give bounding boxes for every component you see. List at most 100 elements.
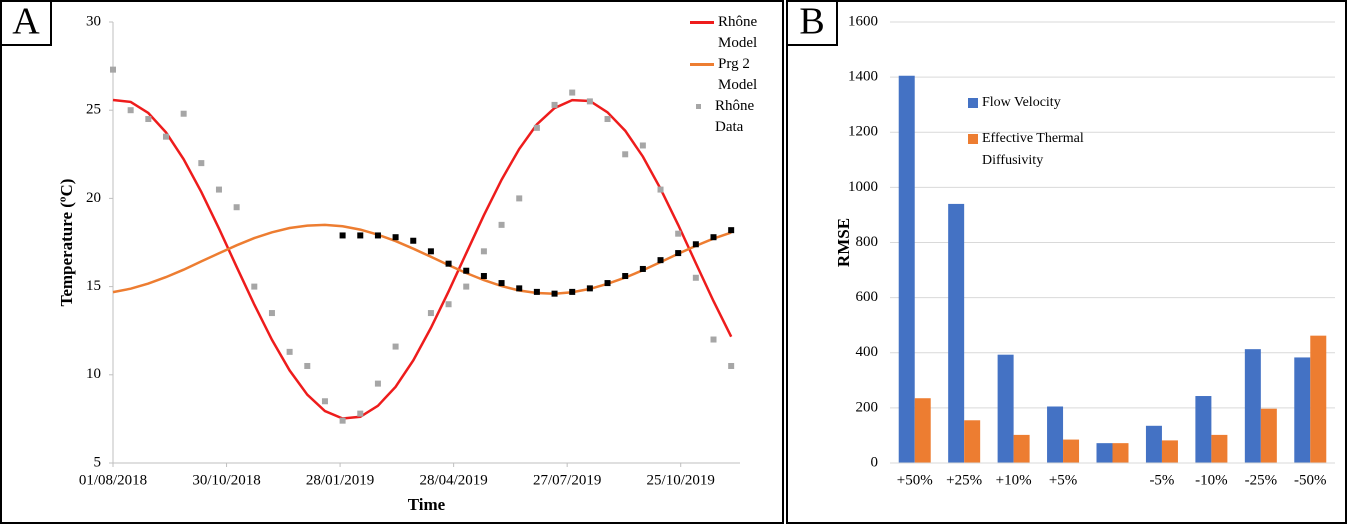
bar (1145, 425, 1162, 463)
data-point (533, 288, 540, 295)
legend-label: Effective Thermal Diffusivity (982, 131, 1084, 168)
legend-swatch (690, 21, 714, 24)
y-axis-label: Temperature (ºC) (57, 179, 76, 307)
data-point (639, 142, 646, 149)
data-point (410, 237, 417, 244)
y-tick-label: 1000 (848, 179, 878, 195)
data-point (357, 232, 364, 239)
y-tick-label: 20 (86, 190, 101, 206)
data-point (180, 110, 187, 117)
x-tick-label: 27/07/2019 (533, 472, 601, 488)
data-point (215, 186, 222, 193)
panel-frame (786, 0, 1347, 524)
series-line (112, 223, 732, 295)
data-point (374, 380, 381, 387)
bar (964, 420, 981, 463)
bar (1260, 408, 1277, 463)
series-line (112, 98, 733, 420)
bar (1112, 443, 1129, 463)
data-point (251, 283, 258, 290)
bar (1161, 440, 1178, 463)
legend-label: Rhône Data (715, 98, 755, 135)
panel-label-box (786, 0, 838, 46)
bar (948, 203, 965, 463)
data-point (357, 410, 364, 417)
x-tick-label: +5% (1049, 472, 1077, 488)
panel-label: A (12, 1, 40, 43)
y-axis-label: RMSE (834, 218, 853, 267)
y-tick-label: 400 (856, 344, 879, 360)
data-point (551, 290, 558, 297)
x-tick-label: -50% (1294, 472, 1327, 488)
y-tick-label: 600 (856, 289, 879, 305)
x-tick-label: 30/10/2018 (192, 472, 260, 488)
data-point (463, 267, 470, 274)
y-tick-label: 30 (86, 13, 101, 29)
y-tick-label: 1600 (848, 13, 878, 29)
y-tick-label: 1400 (848, 69, 878, 85)
y-tick-label: 15 (86, 278, 101, 294)
data-point (304, 362, 311, 369)
bar (1310, 335, 1327, 463)
data-point (480, 248, 487, 255)
data-point (198, 160, 205, 167)
data-point (286, 348, 293, 355)
legend-swatch (690, 63, 714, 66)
data-point (374, 232, 381, 239)
data-point (445, 301, 452, 308)
data-point (692, 241, 699, 248)
y-tick-label: 200 (856, 399, 879, 415)
data-point (586, 98, 593, 105)
bar (914, 398, 931, 463)
data-point (516, 285, 523, 292)
data-point (675, 230, 682, 237)
legend: Flow Velocity Effective Thermal Diffusivi… (968, 92, 1122, 186)
y-tick-label: 25 (86, 102, 101, 118)
data-point (569, 288, 576, 295)
data-point (427, 310, 434, 317)
bar (1294, 357, 1311, 463)
panel-frame (0, 0, 784, 524)
data-point (622, 151, 629, 158)
legend-swatch (696, 104, 701, 109)
y-tick-label: 5 (94, 454, 102, 470)
x-axis-label: Time (408, 495, 446, 514)
y-tick-label: 10 (86, 366, 101, 382)
y-tick-label: 0 (871, 454, 879, 470)
legend: Rhône Model Prg 2 Model Rhône Data (690, 12, 770, 138)
x-tick-label: 28/01/2019 (306, 472, 374, 488)
data-point (639, 265, 646, 272)
data-point (162, 133, 169, 140)
bar (1096, 443, 1113, 463)
data-point (569, 89, 576, 96)
data-point (728, 227, 735, 234)
legend-label: Flow Velocity (982, 95, 1061, 110)
data-point (728, 362, 735, 369)
legend-item: Rhône Data (690, 96, 770, 138)
legend-item: Effective Thermal Diffusivity (968, 128, 1122, 172)
data-point (498, 221, 505, 228)
data-point (127, 107, 134, 114)
data-point (145, 116, 152, 123)
x-tick-label: 25/10/2019 (647, 472, 715, 488)
x-tick-label: +10% (996, 472, 1032, 488)
panel-label: B (799, 1, 824, 43)
x-tick-label: -25% (1245, 472, 1278, 488)
x-tick-label: +25% (946, 472, 982, 488)
data-point (463, 283, 470, 290)
data-point (586, 285, 593, 292)
data-point (622, 273, 629, 280)
x-tick-label: 01/08/2018 (79, 472, 147, 488)
bar (898, 75, 915, 463)
data-point (339, 417, 346, 424)
bar (1211, 434, 1228, 463)
data-point (657, 257, 664, 264)
data-point (710, 336, 717, 343)
legend-label: Prg 2 Model (718, 56, 758, 93)
legend-item: Flow Velocity (968, 92, 1122, 114)
x-tick-label: -10% (1195, 472, 1228, 488)
x-tick-label: -5% (1149, 472, 1174, 488)
legend-swatch (968, 98, 978, 108)
